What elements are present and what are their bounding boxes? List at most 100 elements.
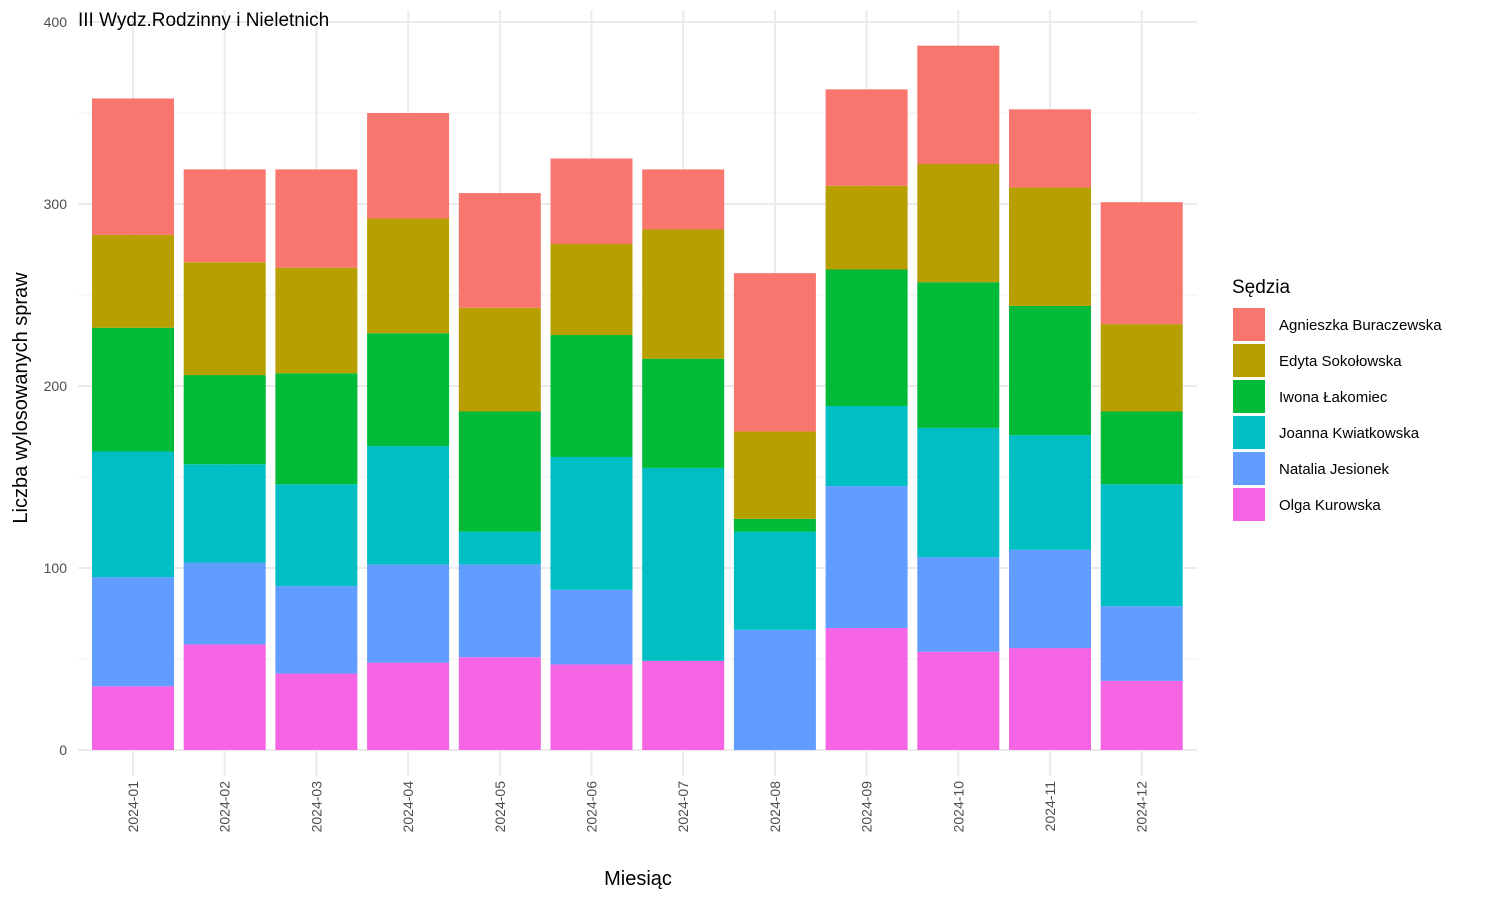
y-axis-ticks: 0 100 200 300 400 <box>44 14 68 758</box>
bar-segment <box>642 169 725 230</box>
x-tick-label: 2024-03 <box>308 781 324 833</box>
bar-segment <box>1100 411 1183 485</box>
bar-segment <box>1009 549 1091 649</box>
bar-segment <box>550 589 633 665</box>
bar-segment <box>92 577 174 687</box>
x-tick-label: 2024-08 <box>767 781 783 833</box>
x-tick-label: 2024-07 <box>675 781 691 833</box>
bar-segment <box>642 660 725 750</box>
bar-segment <box>825 89 908 186</box>
bar-segment <box>458 411 541 532</box>
x-tick-label: 2024-06 <box>584 781 600 833</box>
bar-segment <box>458 531 541 565</box>
y-tick-label: 300 <box>44 196 68 212</box>
bar-segment <box>458 564 541 658</box>
bar-segment <box>367 218 450 334</box>
legend: Sędzia Agnieszka Buraczewska Edyta Sokoło… <box>1232 277 1442 521</box>
bar-segment <box>92 98 174 235</box>
y-tick-label: 400 <box>44 14 68 30</box>
bar-segment <box>367 446 450 565</box>
legend-swatch <box>1233 416 1265 449</box>
bar-segment <box>917 163 1000 283</box>
bar-segment <box>917 557 1000 652</box>
bar-segment <box>1009 109 1091 188</box>
y-tick-label: 0 <box>59 742 67 758</box>
bar-segment <box>367 113 450 219</box>
bar-segment <box>733 629 816 750</box>
x-tick-label: 2024-09 <box>859 781 875 833</box>
bar-segment <box>825 406 908 487</box>
bar-segment <box>917 282 1000 428</box>
y-tick-label: 200 <box>44 378 68 394</box>
x-tick-label: 2024-11 <box>1042 781 1058 832</box>
bar-segment <box>367 333 450 447</box>
bar-segment <box>550 244 633 336</box>
bar-segment <box>1009 435 1091 550</box>
bar-segment <box>1100 202 1183 325</box>
bar-segment <box>367 564 450 663</box>
x-tick-label: 2024-12 <box>1134 781 1150 833</box>
bar-segment <box>642 229 725 359</box>
bar-segment <box>550 335 633 457</box>
bar-segment <box>550 456 633 590</box>
bar-segment <box>733 431 816 519</box>
legend-swatch <box>1233 344 1265 377</box>
bar-segment <box>825 185 908 270</box>
bar-segment <box>917 45 1000 164</box>
x-axis-title: Miesiąc <box>604 868 672 890</box>
bar-segment <box>458 657 541 750</box>
y-tick-label: 100 <box>44 560 68 576</box>
bar-segment <box>183 644 266 750</box>
bar-segment <box>275 267 358 374</box>
bar-segment <box>550 664 633 750</box>
chart-title: III Wydz.Rodzinny i Nieletnich <box>78 10 329 31</box>
bar-segment <box>92 327 174 452</box>
bar-segment <box>917 651 1000 750</box>
bar-segment <box>733 531 816 630</box>
legend-label: Agnieszka Buraczewska <box>1279 317 1442 334</box>
bar-segment <box>917 427 1000 558</box>
legend-swatch <box>1233 308 1265 341</box>
bars <box>92 45 1183 750</box>
bar-segment <box>92 234 174 328</box>
legend-title: Sędzia <box>1232 277 1291 298</box>
y-axis-title: Liczba wylosowanych spraw <box>10 272 32 524</box>
bar-segment <box>1009 305 1091 436</box>
bar-segment <box>733 273 816 432</box>
legend-label: Joanna Kwiatkowska <box>1279 425 1420 442</box>
bar-segment <box>1100 324 1183 412</box>
bar-segment <box>1100 484 1183 607</box>
x-tick-label: 2024-05 <box>492 781 508 833</box>
legend-label: Iwona Łakomiec <box>1279 389 1388 406</box>
bar-segment <box>1009 187 1091 306</box>
bar-segment <box>183 262 266 376</box>
bar-segment <box>1100 680 1183 750</box>
bar-segment <box>183 375 266 465</box>
legend-label: Edyta Sokołowska <box>1279 353 1402 370</box>
x-tick-label: 2024-02 <box>217 781 233 833</box>
legend-label: Natalia Jesionek <box>1279 461 1390 478</box>
x-tick-label: 2024-10 <box>950 781 966 833</box>
x-tick-label: 2024-01 <box>125 781 141 833</box>
legend-swatch <box>1233 488 1265 521</box>
bar-segment <box>458 307 541 412</box>
bar-segment <box>825 628 908 750</box>
bar-segment <box>275 673 358 750</box>
x-axis-ticks: 2024-01 2024-02 2024-03 2024-04 2024-05 2024-… <box>125 781 1150 833</box>
bar-segment <box>275 373 358 485</box>
bar-segment <box>92 686 174 750</box>
bar-segment <box>1009 648 1091 750</box>
bar-segment <box>183 464 266 563</box>
bar-segment <box>825 269 908 407</box>
bar-segment <box>275 169 358 268</box>
x-tick-label: 2024-04 <box>400 781 416 833</box>
bar-segment <box>367 662 450 750</box>
bar-segment <box>458 193 541 308</box>
legend-swatch <box>1233 452 1265 485</box>
bar-segment <box>825 486 908 629</box>
legend-label: Olga Kurowska <box>1279 497 1381 514</box>
bar-segment <box>642 358 725 468</box>
bar-segment <box>275 484 358 587</box>
bar-segment <box>642 467 725 661</box>
